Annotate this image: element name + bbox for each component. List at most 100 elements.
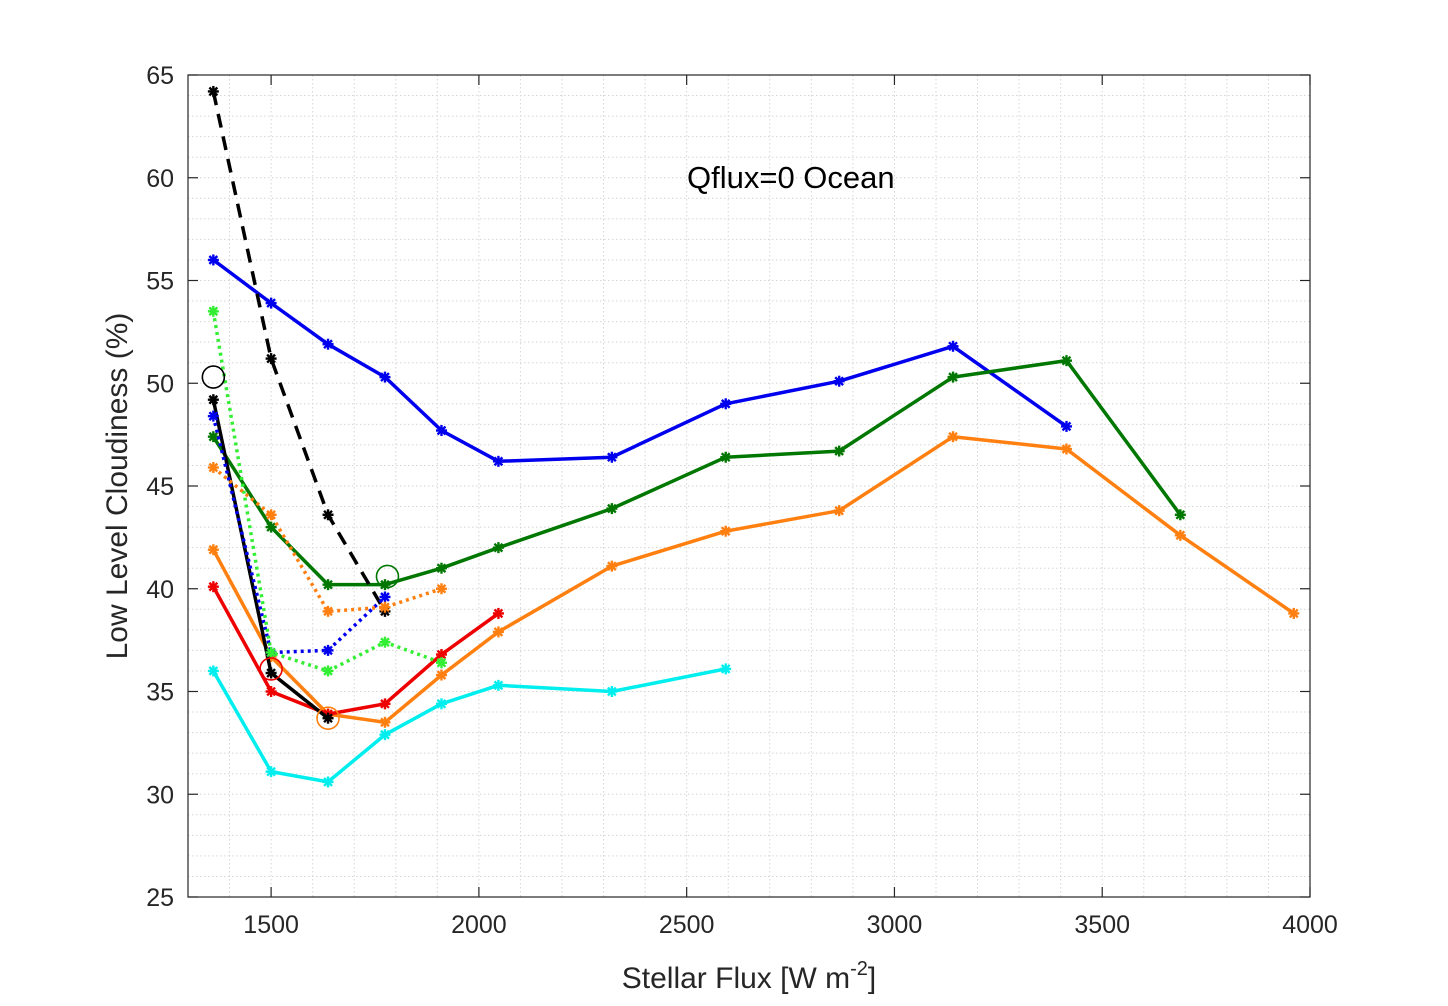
data-point (207, 410, 219, 422)
data-point (207, 544, 219, 556)
data-point (720, 451, 732, 463)
series-cyan-solid (207, 663, 732, 788)
data-point (207, 394, 219, 406)
data-point (265, 509, 277, 521)
data-point (322, 509, 334, 521)
data-point (435, 562, 447, 574)
data-point (833, 445, 845, 457)
x-tick-label: 4000 (1282, 911, 1338, 939)
tick-marks (188, 74, 1311, 898)
data-point (492, 607, 504, 619)
data-point (833, 375, 845, 387)
data-point (435, 669, 447, 681)
x-tick-label: 2000 (451, 911, 507, 939)
data-point (379, 716, 391, 728)
y-tick-label: 60 (146, 165, 174, 193)
data-point (492, 626, 504, 638)
data-point (379, 371, 391, 383)
y-tick-labels: 25 30 35 40 45 50 55 60 65 (146, 62, 174, 912)
y-tick-label: 30 (146, 781, 174, 809)
data-point (265, 766, 277, 778)
data-point (322, 338, 334, 350)
data-point (492, 679, 504, 691)
data-point (720, 398, 732, 410)
series-green-solid (207, 355, 1186, 591)
data-point (1060, 443, 1072, 455)
data-point (322, 712, 334, 724)
y-tick-label: 65 (146, 62, 174, 90)
data-point (435, 698, 447, 710)
data-point (207, 581, 219, 593)
data-point (265, 521, 277, 533)
data-point (492, 542, 504, 554)
data-point (1288, 607, 1300, 619)
chart-annotation: Qflux=0 Ocean (687, 160, 895, 195)
data-point (379, 636, 391, 648)
y-tick-label: 35 (146, 679, 174, 707)
black-circle (201, 365, 226, 389)
data-point (207, 462, 219, 474)
y-tick-label: 45 (146, 473, 174, 501)
x-tick-label: 3000 (867, 911, 923, 939)
data-point (379, 698, 391, 710)
data-point (492, 455, 504, 467)
data-point (947, 340, 959, 352)
data-point (379, 601, 391, 613)
data-point (265, 353, 277, 365)
series-line (212, 466, 443, 614)
data-point (606, 451, 618, 463)
data-point (265, 646, 277, 658)
x-axis-label: Stellar Flux [W m-2] (622, 958, 877, 995)
data-point (379, 729, 391, 741)
data-point (947, 431, 959, 443)
data-point (435, 657, 447, 669)
y-tick-label: 40 (146, 576, 174, 604)
data-point (435, 425, 447, 437)
circle-layer (201, 365, 400, 731)
series-orange-dotted (207, 462, 447, 617)
data-point (322, 605, 334, 617)
data-point (207, 254, 219, 266)
x-tick-label: 2500 (659, 911, 715, 939)
data-point (606, 560, 618, 572)
y-tick-label: 50 (146, 370, 174, 398)
data-point (322, 665, 334, 677)
data-point (1060, 355, 1072, 367)
x-tick-label: 3500 (1074, 911, 1130, 939)
data-point (322, 579, 334, 591)
data-point (207, 305, 219, 317)
data-point (833, 505, 845, 517)
data-point (1174, 529, 1186, 541)
data-point (207, 665, 219, 677)
data-point (265, 686, 277, 697)
data-point (207, 85, 219, 97)
y-axis-label: Low Level Cloudiness (%) (101, 313, 134, 660)
series-blue-solid (207, 254, 1072, 467)
y-tick-label: 55 (146, 268, 174, 296)
data-point (720, 525, 732, 537)
data-point (720, 663, 732, 675)
x-tick-label: 1500 (243, 911, 299, 939)
series-line (211, 667, 727, 784)
orange-circle (316, 706, 340, 731)
series-line (211, 91, 387, 613)
green-circle (375, 564, 400, 589)
data-point (322, 644, 334, 656)
data-point (379, 591, 391, 603)
data-point (606, 503, 618, 515)
data-point (207, 431, 219, 443)
data-point (1174, 509, 1186, 521)
series-green-dotted (207, 305, 447, 677)
x-tick-labels: 1500 2000 2500 3000 3500 4000 (243, 911, 1338, 939)
data-point (606, 686, 618, 697)
data-point (435, 583, 447, 595)
series-layer (207, 85, 1300, 788)
series-line (211, 358, 1182, 587)
red-circle (259, 657, 283, 681)
series-line (211, 415, 387, 655)
data-point (947, 371, 959, 383)
data-point (265, 667, 277, 679)
data-point (1060, 420, 1072, 432)
data-point (322, 776, 334, 788)
